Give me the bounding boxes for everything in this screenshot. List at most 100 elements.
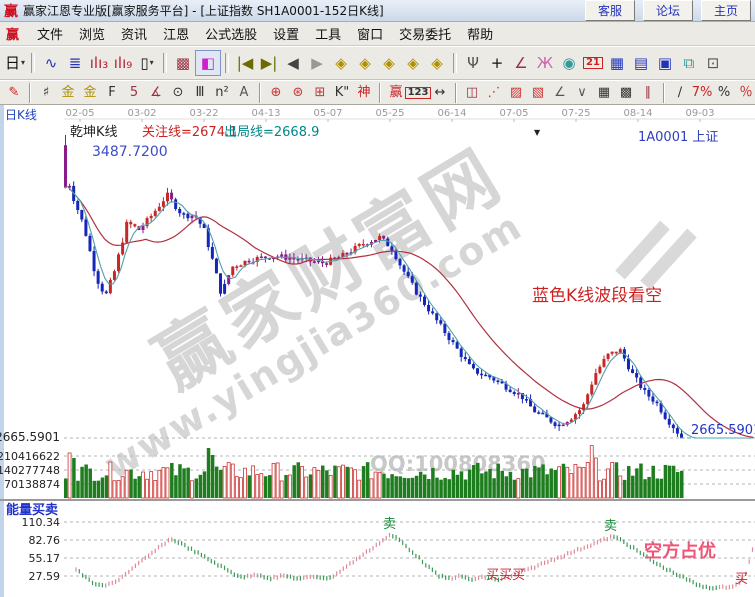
flower-icon[interactable]: Ж: [536, 53, 554, 72]
exit-line-label: 出局线=2668.9: [224, 125, 319, 140]
menu-item-0[interactable]: 文件: [37, 28, 64, 43]
menu-item-3[interactable]: 江恩: [163, 28, 190, 43]
network-icon[interactable]: ⧉: [683, 53, 695, 72]
box-tool-icon[interactable]: ◫: [465, 85, 479, 100]
prev-bar-icon[interactable]: ◀: [287, 53, 299, 72]
menu-item-6[interactable]: 工具: [315, 28, 342, 43]
last-page-icon[interactable]: ▶|: [260, 53, 278, 72]
titlebar-buttons: 客服 论坛 主页: [584, 0, 751, 21]
gann-square-icon[interactable]: ▧: [531, 85, 545, 100]
pencil-tool-icon[interactable]: ✎: [8, 85, 20, 100]
panel-separator: [0, 499, 755, 501]
grid-a-icon[interactable]: ▦: [597, 85, 611, 100]
h-measure-icon[interactable]: ↔: [434, 85, 446, 100]
gann-pattern-icon[interactable]: ▩: [175, 53, 191, 72]
volume-scale-label: 70138874: [4, 478, 60, 491]
remote-pc-icon[interactable]: ⊡: [706, 53, 720, 72]
shen-tool-icon[interactable]: 神: [357, 85, 371, 100]
indicator-scale-label: 110.34: [22, 516, 61, 529]
price-slash-icon[interactable]: ∕: [677, 85, 683, 100]
color-chart-icon[interactable]: ◧: [195, 50, 221, 76]
indicator-annotation: 买买买: [486, 568, 525, 583]
watermark-logo-mark: [615, 220, 697, 290]
homepage-button[interactable]: 主页: [700, 0, 751, 21]
compass-tool-icon[interactable]: ⊙: [172, 85, 184, 100]
k-quote-icon[interactable]: K": [334, 85, 350, 100]
menu-item-9[interactable]: 帮助: [467, 28, 494, 43]
golden-section-icon[interactable]: 金: [61, 85, 75, 100]
percent7-icon[interactable]: 7%: [691, 85, 713, 100]
fibonacci-tool-icon[interactable]: F: [108, 85, 116, 100]
trendline-tool-icon[interactable]: ∠: [514, 53, 528, 72]
minute9-chart-icon[interactable]: ılı₉: [113, 53, 133, 72]
menu-item-2[interactable]: 资讯: [121, 28, 148, 43]
forum-button[interactable]: 论坛: [642, 0, 693, 21]
square-web-icon[interactable]: ⊞: [314, 85, 326, 100]
calculator-icon[interactable]: ▦: [609, 53, 625, 72]
grid-b-icon[interactable]: ▩: [619, 85, 633, 100]
candle-style-icon[interactable]: ▯ ▾: [140, 53, 154, 72]
peak-price-label: 3487.7200: [92, 144, 168, 160]
calendar-icon[interactable]: 21: [581, 51, 605, 75]
diamond-right-icon[interactable]: ◈: [359, 53, 371, 72]
ruler-123-icon[interactable]: 123: [404, 83, 432, 102]
circle-cross-icon[interactable]: ⊕: [270, 85, 282, 100]
first-page-icon[interactable]: |◀: [236, 53, 254, 72]
angle-rocket-icon[interactable]: ∡: [150, 85, 162, 100]
win-grid-icon[interactable]: 赢: [389, 85, 403, 100]
parallel-lines-icon[interactable]: ∥: [644, 85, 652, 100]
minute3-chart-icon[interactable]: ılı₃: [89, 53, 109, 72]
toolbar-separator: [259, 82, 261, 103]
menu-logo-icon: 赢: [6, 28, 20, 43]
toolbar-separator: [379, 82, 381, 103]
ma-fast-line: [63, 186, 754, 439]
trend-angle-icon[interactable]: ∠: [554, 85, 566, 100]
menubar: 赢 文件 浏览 资讯 江恩 公式选股 设置 工具 窗口 交易委托 帮助: [0, 22, 755, 46]
diamond-full-icon[interactable]: ◈: [431, 53, 443, 72]
spiral5-tool-icon[interactable]: 5: [129, 85, 139, 100]
star-web-icon[interactable]: ⊛: [292, 85, 304, 100]
fan-lines-icon[interactable]: ⋰: [487, 85, 501, 100]
save-icon[interactable]: ▣: [657, 53, 673, 72]
customer-service-button[interactable]: 客服: [584, 0, 635, 21]
volume-scale-label: 210416622: [0, 450, 60, 463]
toolbar-separator: [225, 53, 229, 73]
diamond-expand-icon[interactable]: ◈: [383, 53, 395, 72]
percent-icon[interactable]: %: [717, 85, 731, 100]
date-label: 09-03: [685, 108, 714, 119]
indicator-annotation: 买: [735, 572, 748, 587]
grid-ruler-icon[interactable]: ♯: [42, 85, 50, 100]
diamond-left-icon[interactable]: ◈: [335, 53, 347, 72]
next-bar-icon[interactable]: ▶: [311, 53, 323, 72]
menu-item-7[interactable]: 窗口: [357, 28, 384, 43]
indicator-annotation: 卖: [604, 519, 617, 534]
globe-icon[interactable]: ◉: [562, 53, 576, 72]
n-square-tool-icon[interactable]: n²: [215, 85, 229, 100]
menu-item-5[interactable]: 设置: [273, 28, 300, 43]
last-price-right-label: 2665.5901: [691, 423, 755, 438]
notepad-icon[interactable]: ▤: [633, 53, 649, 72]
date-label: 08-14: [623, 108, 652, 119]
titlebar: 赢 赢家江恩专业版[赢家服务平台] - [上证指数 SH1A0001-152日K…: [0, 0, 755, 22]
golden-ratio-icon[interactable]: 金: [83, 85, 97, 100]
v-check-icon[interactable]: ∨: [577, 85, 587, 100]
indicator-ticks: [75, 532, 754, 591]
toolbar-main: 日 ▾ ∿ ≣ ılı₃ ılı₉ ▯ ▾ ▩ ◧ |◀ ▶| ◀ ▶ ◈ ◈ ◈ ◈ ◈ Ψ + ∠ Ж ◉ 21 ▦ ▤ ▣ ⧉ ⊡: [0, 46, 755, 80]
kline-chart[interactable]: 赢家财富网www.yingjia360.comQQ:10080836002-05…: [0, 105, 755, 597]
wave-chart-icon[interactable]: ∿: [44, 53, 58, 72]
period-kline-icon[interactable]: 日 ▾: [4, 53, 26, 72]
ruler-lines-icon[interactable]: Ⅲ: [195, 85, 205, 100]
menu-item-8[interactable]: 交易委托: [399, 28, 452, 43]
crosshair-icon[interactable]: +: [490, 53, 504, 72]
percent-red-icon[interactable]: ％: [739, 85, 753, 100]
angle-a-tool-icon[interactable]: A: [239, 85, 249, 100]
hand-tool-icon[interactable]: Ψ: [467, 53, 479, 72]
strategy-label: 乾坤K线: [70, 125, 118, 140]
menu-item-4[interactable]: 公式选股: [205, 28, 258, 43]
diamond-compress-icon[interactable]: ◈: [407, 53, 419, 72]
toolbar-separator: [453, 53, 457, 73]
gann-box-icon[interactable]: ▨: [509, 85, 523, 100]
indicator-scale-label: 55.17: [29, 552, 61, 565]
menu-item-1[interactable]: 浏览: [79, 28, 106, 43]
info-list-icon[interactable]: ≣: [68, 53, 82, 72]
